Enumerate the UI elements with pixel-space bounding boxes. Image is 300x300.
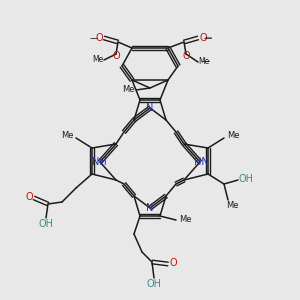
Text: —: — <box>90 34 98 43</box>
Text: Me: Me <box>61 130 73 140</box>
Text: Me: Me <box>226 202 238 211</box>
Text: Me: Me <box>227 130 239 140</box>
Text: —: — <box>202 58 210 67</box>
Text: O: O <box>169 258 177 268</box>
Text: OH: OH <box>238 174 253 184</box>
Text: Me: Me <box>92 56 104 64</box>
Text: O: O <box>95 33 103 43</box>
Text: O: O <box>112 51 120 61</box>
Text: O: O <box>25 192 33 202</box>
Text: O: O <box>199 33 207 43</box>
Text: O: O <box>182 51 190 61</box>
Text: HN: HN <box>194 157 208 167</box>
Text: NH: NH <box>92 157 106 167</box>
Text: OH: OH <box>146 279 161 289</box>
Text: Me: Me <box>122 85 134 94</box>
Text: N: N <box>146 203 154 213</box>
Text: —: — <box>204 34 212 43</box>
Text: Me: Me <box>198 58 210 67</box>
Text: OH: OH <box>38 219 53 229</box>
Text: N: N <box>146 103 154 113</box>
Text: —: — <box>205 34 212 40</box>
Text: Me: Me <box>179 215 191 224</box>
